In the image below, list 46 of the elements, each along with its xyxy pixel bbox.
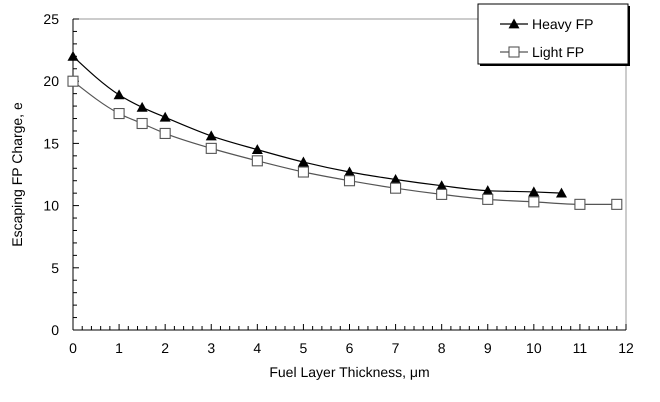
x-tick-label: 10: [526, 340, 542, 356]
y-tick-label: 25: [43, 11, 60, 27]
x-tick-label: 9: [484, 340, 492, 356]
point: [390, 182, 402, 194]
point: [136, 118, 148, 130]
point: [136, 102, 148, 112]
x-tick-label: 2: [161, 340, 170, 356]
x-tick-label: 6: [346, 340, 354, 356]
point: [436, 188, 448, 200]
point: [611, 198, 622, 210]
x-tick-label: 8: [438, 340, 446, 356]
x-tick-label: 4: [253, 340, 262, 356]
x-tick-label: 3: [207, 340, 216, 356]
point: [252, 155, 263, 166]
point: [160, 112, 171, 122]
x-tick-label: 1: [115, 340, 124, 356]
y-tick-label: 0: [51, 322, 60, 338]
point: [344, 175, 356, 186]
y-axis-title: Escaping FP Charge, e: [9, 102, 25, 247]
point: [206, 130, 217, 140]
x-tick-label: 0: [69, 340, 78, 356]
point: [298, 156, 309, 166]
x-tick-label: 12: [618, 340, 634, 356]
y-tick-label: 5: [51, 260, 60, 276]
point: [528, 196, 540, 208]
x-tick-label: 11: [572, 340, 588, 356]
legend-label: Light FP: [532, 44, 584, 60]
x-tick-label: 5: [300, 340, 308, 356]
point: [67, 76, 79, 87]
point: [206, 142, 217, 154]
x-tick-label: 7: [392, 340, 400, 356]
point: [252, 144, 263, 154]
x-axis-title: Fuel Layer Thickness, μm: [269, 364, 430, 380]
point: [68, 50, 78, 61]
point: [298, 166, 309, 178]
point: [574, 198, 586, 210]
point: [482, 194, 494, 205]
point: [528, 186, 540, 196]
y-tick-label: 10: [43, 198, 60, 214]
point: [114, 108, 125, 120]
y-tick-label: 15: [43, 135, 60, 152]
y-tick-label: 20: [43, 73, 60, 90]
legend-label: Heavy FP: [532, 16, 594, 32]
point: [160, 128, 171, 139]
point: [556, 188, 567, 198]
point: [114, 89, 125, 100]
